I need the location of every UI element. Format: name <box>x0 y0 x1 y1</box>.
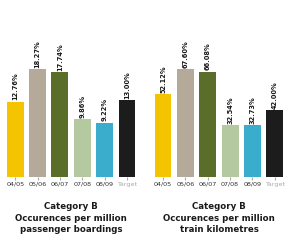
Text: 66.08%: 66.08% <box>205 43 211 70</box>
Bar <box>52 72 68 177</box>
Text: 18.27%: 18.27% <box>35 40 41 68</box>
Bar <box>222 125 238 177</box>
Bar <box>74 119 90 177</box>
Text: 67.60%: 67.60% <box>182 40 188 68</box>
Bar <box>200 72 216 177</box>
Text: 32.54%: 32.54% <box>227 96 233 124</box>
Bar <box>29 69 46 177</box>
Text: 32.73%: 32.73% <box>249 96 255 123</box>
Bar <box>155 94 171 177</box>
Bar <box>7 102 23 177</box>
Bar <box>119 100 135 177</box>
Text: 9.22%: 9.22% <box>102 98 108 121</box>
Bar <box>177 69 194 177</box>
Text: 42.00%: 42.00% <box>272 81 278 109</box>
Text: 17.74%: 17.74% <box>57 43 63 71</box>
Text: 9.86%: 9.86% <box>79 94 85 118</box>
Bar <box>267 110 283 177</box>
Bar <box>96 123 113 177</box>
Text: Category B
Occurences per million
train kilometres: Category B Occurences per million train … <box>163 202 275 234</box>
Text: 12.76%: 12.76% <box>12 73 18 100</box>
Bar <box>244 125 261 177</box>
Text: 52.12%: 52.12% <box>160 65 166 92</box>
Text: 13.00%: 13.00% <box>124 71 130 99</box>
Text: Category B
Occurences per million
passenger boardings: Category B Occurences per million passen… <box>15 202 127 234</box>
